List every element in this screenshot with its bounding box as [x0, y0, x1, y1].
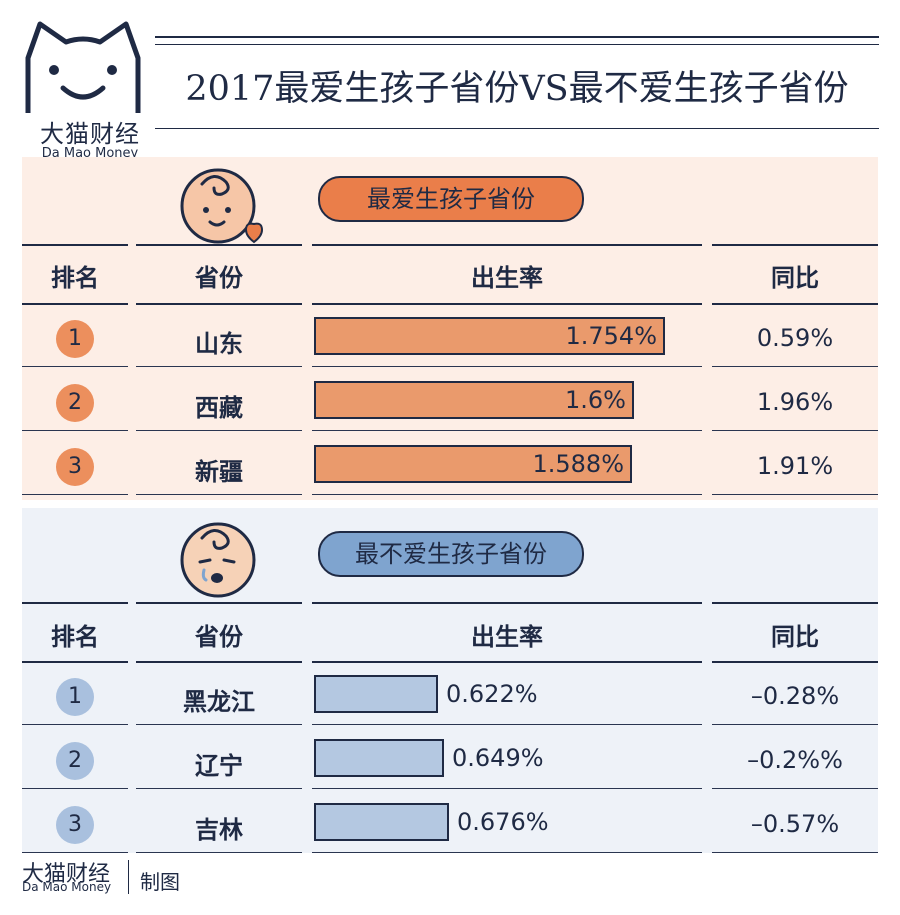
rank-badge: 1	[56, 320, 94, 358]
header-rule	[312, 602, 702, 604]
title-rule-top	[155, 36, 879, 38]
birth-rate-bar	[314, 381, 634, 419]
yoy-value: 0.59%	[756, 324, 834, 352]
header-rule	[136, 303, 302, 305]
cat-logo-icon	[25, 21, 141, 113]
header-province: 省份	[195, 623, 243, 651]
yoy-value: –0.28%	[750, 682, 840, 710]
birth-rate-bar	[314, 445, 632, 483]
brand-name-cn: 大猫财经	[40, 120, 140, 148]
row-rule	[22, 430, 128, 431]
header-rule	[22, 661, 128, 663]
row-rule	[312, 724, 702, 725]
yoy-value: 1.96%	[756, 388, 834, 416]
footer-credit: 制图	[140, 870, 180, 894]
row-rule	[136, 724, 302, 725]
header-rank: 排名	[51, 623, 99, 651]
header-birth-rate: 出生率	[471, 623, 543, 651]
row-rule	[136, 366, 302, 367]
row-rule	[22, 852, 128, 853]
footer-brand-cn: 大猫财经	[22, 862, 111, 887]
province-name: 黑龙江	[183, 688, 255, 716]
footer-divider	[128, 860, 129, 894]
birth-rate-label: 1.754%	[565, 322, 657, 350]
birth-rate-label: 1.6%	[565, 386, 626, 414]
province-name: 吉林	[195, 816, 243, 844]
row-rule	[312, 852, 702, 853]
header-province: 省份	[195, 264, 243, 292]
header-yoy: 同比	[771, 623, 819, 651]
title-rule-bottom	[155, 128, 879, 129]
province-name: 辽宁	[195, 752, 243, 780]
header-rule	[136, 602, 302, 604]
row-rule	[22, 788, 128, 789]
row-rule	[712, 724, 878, 725]
row-rule	[312, 494, 702, 495]
yoy-value: –0.2%%	[747, 746, 843, 774]
province-name: 新疆	[195, 458, 243, 486]
header-rule	[136, 661, 302, 663]
happy-baby-icon	[180, 168, 264, 244]
page-title: 2017最爱生孩子省份VS最不爱生孩子省份	[185, 69, 849, 109]
row-rule	[22, 724, 128, 725]
logo: 大猫财经 Da Mao Money	[18, 18, 148, 161]
province-name: 西藏	[195, 394, 243, 422]
crying-baby-icon	[180, 522, 256, 598]
row-rule	[712, 852, 878, 853]
row-rule	[136, 788, 302, 789]
birth-rate-label: 0.622%	[446, 680, 538, 708]
rank-badge: 3	[56, 806, 94, 844]
header-rule	[22, 303, 128, 305]
row-rule	[712, 494, 878, 495]
bottom-section-label: 最不爱生孩子省份	[318, 531, 584, 577]
row-rule	[312, 788, 702, 789]
birth-rate-bar	[314, 803, 449, 841]
row-rule	[312, 430, 702, 431]
row-rule	[712, 366, 878, 367]
rank-badge: 1	[56, 678, 94, 716]
header-rule	[22, 602, 128, 604]
row-rule	[136, 494, 302, 495]
row-rule	[312, 366, 702, 367]
province-name: 山东	[195, 330, 243, 358]
header-rule	[22, 244, 128, 246]
row-rule	[712, 788, 878, 789]
title-rule-top-thin	[155, 44, 879, 45]
birth-rate-label: 0.649%	[452, 744, 544, 772]
footer-brand-en: Da Mao Money	[22, 880, 112, 894]
row-rule	[712, 430, 878, 431]
yoy-value: 1.91%	[756, 452, 834, 480]
birth-rate-bar	[314, 317, 665, 355]
birth-rate-label: 1.588%	[532, 450, 624, 478]
yoy-value: –0.57%	[750, 810, 840, 838]
row-rule	[22, 494, 128, 495]
birth-rate-bar	[314, 739, 444, 777]
header-rule	[312, 303, 702, 305]
header-rule	[712, 303, 878, 305]
rank-badge: 2	[56, 742, 94, 780]
row-rule	[136, 852, 302, 853]
rank-badge: 3	[56, 448, 94, 486]
header-rule	[712, 661, 878, 663]
header-rule	[312, 661, 702, 663]
birth-rate-bar	[314, 675, 438, 713]
row-rule	[136, 430, 302, 431]
header-rule	[712, 602, 878, 604]
header-rule	[136, 244, 302, 246]
top-section-label: 最爱生孩子省份	[318, 176, 584, 222]
row-rule	[22, 366, 128, 367]
header-rule	[312, 244, 702, 246]
birth-rate-label: 0.676%	[457, 808, 549, 836]
header-birth-rate: 出生率	[471, 264, 543, 292]
header-yoy: 同比	[771, 264, 819, 292]
header-rank: 排名	[51, 264, 99, 292]
header-rule	[712, 244, 878, 246]
rank-badge: 2	[56, 384, 94, 422]
